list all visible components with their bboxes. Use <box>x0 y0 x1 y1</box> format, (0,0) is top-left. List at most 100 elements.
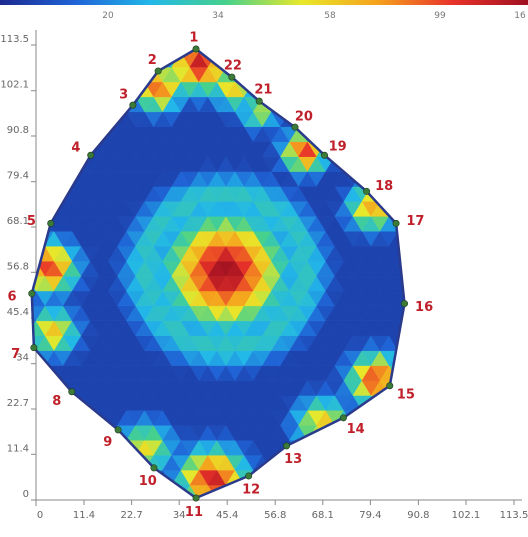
mesh-cell <box>35 425 55 441</box>
mesh-cell <box>388 49 405 53</box>
mesh-cell <box>397 335 405 351</box>
mesh-cell <box>280 66 299 83</box>
mesh-cell <box>416 425 434 440</box>
mesh-cell <box>397 231 405 247</box>
mesh-cell <box>62 410 82 426</box>
mesh-cell <box>388 156 405 172</box>
node-label: 5 <box>27 214 36 229</box>
mesh-cell <box>352 171 372 187</box>
mesh-cell <box>207 49 227 53</box>
mesh-cell <box>362 22 380 37</box>
mesh-cell <box>343 52 363 68</box>
mesh-cell <box>389 22 407 37</box>
mesh-cell <box>397 111 405 128</box>
mesh-cell <box>352 439 372 456</box>
node-label: 22 <box>224 58 242 73</box>
mesh-cell <box>0 246 18 261</box>
boundary-node <box>30 344 38 352</box>
mesh-cell <box>425 112 443 127</box>
mesh-cell <box>9 470 27 485</box>
mesh-cell <box>416 381 434 396</box>
mesh-cell <box>444 440 462 455</box>
mesh-cell <box>53 425 73 441</box>
mesh-cell <box>80 111 100 128</box>
mesh-cell <box>307 52 327 68</box>
mesh-cell <box>271 22 289 37</box>
mesh-cell <box>44 141 64 157</box>
mesh-cell <box>280 81 299 98</box>
mesh-cell <box>407 410 425 425</box>
mesh-cell <box>361 440 381 456</box>
mesh-cell <box>407 67 425 82</box>
boundary-node <box>150 464 158 472</box>
mesh-cell <box>35 49 55 53</box>
mesh-cell <box>9 187 27 202</box>
colorbar-tick: 20 <box>102 11 114 21</box>
mesh-cell <box>80 425 100 441</box>
mesh-cell <box>154 22 172 37</box>
mesh-cell <box>44 439 64 456</box>
mesh-cell <box>71 66 91 83</box>
mesh-cell <box>425 67 443 82</box>
y-tick-label: 11.4 <box>7 443 29 454</box>
mesh-cell <box>316 484 336 498</box>
mesh-cell <box>407 157 425 172</box>
mesh-cell <box>352 455 372 471</box>
y-tick-label: 22.7 <box>7 398 29 409</box>
mesh-cell <box>262 51 281 68</box>
mesh-cell <box>31 231 37 247</box>
mesh-cell <box>343 156 363 172</box>
mesh-cell <box>299 22 317 37</box>
mesh-cell <box>361 52 381 68</box>
mesh-cell <box>316 439 336 456</box>
colorbar <box>0 0 528 5</box>
mesh-cell <box>44 126 64 143</box>
node-label: 21 <box>254 83 272 98</box>
mesh-cell <box>334 439 354 456</box>
mesh-cell <box>9 425 27 440</box>
mesh-cell <box>434 52 452 67</box>
mesh-cell <box>53 96 73 113</box>
mesh-cell <box>199 22 217 37</box>
mesh-cell <box>453 440 471 455</box>
mesh-cell <box>89 81 109 98</box>
mesh-cell <box>352 141 372 157</box>
mesh-cell <box>243 49 263 53</box>
mesh-cell <box>379 141 399 158</box>
mesh-cell <box>425 157 443 172</box>
mesh-cell <box>425 321 443 336</box>
mesh-cell <box>9 52 27 67</box>
mesh-cell <box>289 81 308 98</box>
mesh-cell <box>53 171 73 187</box>
mesh-cell <box>425 142 443 157</box>
mesh-cell <box>434 485 452 500</box>
mesh-cell <box>316 66 336 83</box>
boundary-node <box>47 219 55 227</box>
mesh-cell <box>71 111 91 128</box>
mesh-cell <box>308 22 326 37</box>
node-label: 17 <box>406 214 424 229</box>
mesh-cell <box>31 454 37 471</box>
mesh-cell <box>388 81 405 98</box>
y-tick-label: 102.1 <box>0 80 29 91</box>
mesh-cell <box>80 484 100 498</box>
mesh-cell <box>407 321 425 336</box>
mesh-cell <box>99 111 118 128</box>
boundary-node <box>129 101 137 109</box>
mesh-cell <box>370 66 390 83</box>
mesh-cell <box>44 410 64 426</box>
mesh-cell <box>397 126 405 142</box>
mesh-cell <box>53 484 73 498</box>
mesh-cell <box>407 276 425 291</box>
mesh-cell <box>434 37 452 52</box>
mesh-cell <box>407 82 425 97</box>
mesh-cell <box>325 111 345 128</box>
mesh-cell <box>444 216 462 231</box>
mesh-cell <box>89 484 109 498</box>
x-tick-label: 113.5 <box>500 510 528 521</box>
mesh-cell <box>425 381 443 396</box>
mesh-cell <box>407 187 425 202</box>
mesh-cell <box>444 366 462 381</box>
mesh-cell <box>344 22 362 37</box>
mesh-cell <box>434 351 452 366</box>
